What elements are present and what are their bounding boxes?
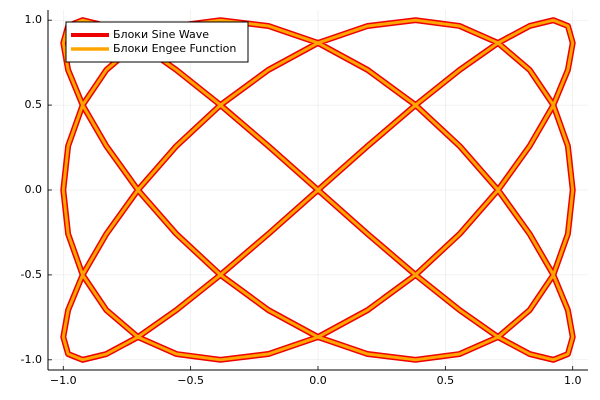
series-line <box>61 18 575 362</box>
x-tick-label: 1.0 <box>564 374 582 387</box>
x-tick-label: 0.0 <box>309 374 327 387</box>
axes: −1.0 −0.5 0.0 0.5 1.0 -1.0 -0.5 0.0 0.5 1.0 <box>21 10 588 387</box>
y-tick-label: 0.5 <box>25 98 43 111</box>
y-tick-label: -0.5 <box>21 268 42 281</box>
legend-box <box>65 21 249 63</box>
y-tick-label: -1.0 <box>21 353 42 366</box>
x-tick-label: −0.5 <box>177 374 204 387</box>
legend-label: Блоки Engee Function <box>113 42 236 55</box>
y-tick-label: 0.0 <box>25 183 43 196</box>
legend-label: Блоки Sine Wave <box>113 28 209 41</box>
y-tick-label: 1.0 <box>25 13 43 26</box>
x-tick-label: −1.0 <box>50 374 77 387</box>
curves <box>60 17 576 363</box>
x-tick-label: 0.5 <box>437 374 455 387</box>
